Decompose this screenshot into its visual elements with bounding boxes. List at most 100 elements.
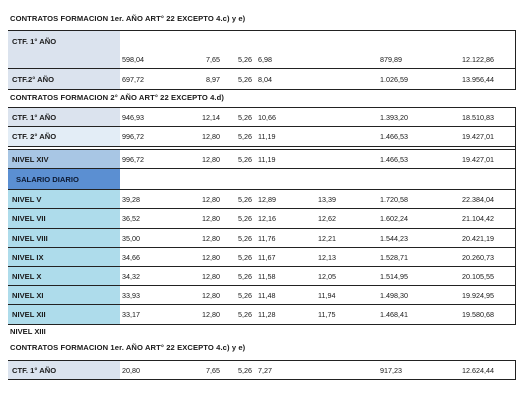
cell-value: 10,66 [258,112,276,122]
cell-value: 1.602,24 [380,214,408,223]
cell-value: 34,32 [122,271,140,281]
table-row: NIVEL XII 33,17 12,80 5,26 11,28 11,75 1… [8,305,516,325]
cell-value: 11,75 [318,310,336,319]
row-label: NIVEL V [8,190,120,208]
cell-value: 12,80 [202,271,220,281]
section-title-3: CONTRATOS FORMACION 1er. AÑO ART° 22 EXC… [10,343,246,352]
table-row: NIVEL V 39,28 12,80 5,26 12,89 13,39 1.7… [8,189,516,209]
cell-value: 19.427,01 [462,132,494,141]
cell-value: 946,93 [122,112,144,122]
row-label: CTF. 1° AÑO [8,108,120,126]
cell-value: 1.720,58 [380,194,408,204]
cell-value: 33,93 [122,290,140,300]
cell-value: 12,05 [318,271,336,281]
cell-value: 1.514,95 [380,271,408,281]
table-row: NIVEL X 34,32 12,80 5,26 11,58 12,05 1.5… [8,267,516,286]
cell-value: 18.510,83 [462,112,494,122]
cell-value: 19.427,01 [462,154,494,164]
row-label: NIVEL XIV [8,150,120,168]
cell-value: 12.122,86 [462,55,494,64]
cell-value: 11,19 [258,132,276,141]
cell-value: 5,26 [238,290,252,300]
table-row: CTF. 1° AÑO 20,80 7,65 5,26 7,27 917,23 … [8,360,516,380]
cell-value: 11,19 [258,154,276,164]
cell-value: 11,67 [258,252,276,262]
cell-value: 12,80 [202,154,220,164]
cell-value: 11,48 [258,290,276,300]
cell-value: 12,14 [202,112,220,122]
cell-value: 12,21 [318,233,336,243]
cell-value: 7,65 [206,365,220,375]
cell-value: 20.421,19 [462,233,494,243]
cell-value: 12,89 [258,194,276,204]
cell-value: 1.393,20 [380,112,408,122]
cell-value: 5,26 [238,112,252,122]
cell-value: 5,26 [238,214,252,223]
table-row: NIVEL IX 34,66 12,80 5,26 11,67 12,13 1.… [8,248,516,267]
cell-value: 5,26 [238,154,252,164]
row-label: SALARIO DIARIO [8,169,120,189]
row-label: CTF. 2° AÑO [8,127,120,146]
cell-value: 5,26 [238,233,252,243]
cell-value: 1.026,59 [380,74,408,84]
cell-value: 5,26 [238,310,252,319]
row-label: NIVEL VIII [8,229,120,247]
cell-value: 1.528,71 [380,252,408,262]
cell-value: 34,66 [122,252,140,262]
row-label: CTF.2° AÑO [8,69,120,89]
cell-value: 1.468,41 [380,310,408,319]
cell-value: 996,72 [122,132,144,141]
cell-value: 5,26 [238,252,252,262]
cell-value: 917,23 [380,365,402,375]
row-label: CTF. 1° AÑO [8,361,120,379]
cell-value: 12,13 [318,252,336,262]
table-row: 598,04 7,65 5,26 6,98 879,89 12.122,86 [8,51,516,69]
cell-value: 12,16 [258,214,276,223]
cell-value: 5,26 [238,74,252,84]
cell-value: 11,94 [318,290,336,300]
cell-value: 7,27 [258,365,272,375]
cell-value: 33,17 [122,310,140,319]
cell-value: 1.498,30 [380,290,408,300]
table-row: NIVEL XIV 996,72 12,80 5,26 11,19 1.466,… [8,149,516,169]
cell-value: 19.924,95 [462,290,494,300]
cell-value: 20,80 [122,365,140,375]
cell-value: 11,58 [258,271,276,281]
cell-value: 12,80 [202,290,220,300]
cell-value: 12,80 [202,310,220,319]
row-label: NIVEL VII [8,209,120,228]
row-label [8,51,120,68]
cell-value: 1.466,53 [380,154,408,164]
cell-value: 13,39 [318,194,336,204]
table-row: SALARIO DIARIO [8,169,516,189]
table-row: CTF. 2° AÑO 996,72 12,80 5,26 11,19 1.46… [8,127,516,147]
cell-value: 12,62 [318,214,336,223]
cell-value: 5,26 [238,271,252,281]
row-label: CTF. 1° AÑO [8,31,120,51]
cell-value: 22.384,04 [462,194,494,204]
cell-value: 21.104,42 [462,214,494,223]
table-border [515,360,516,380]
table-row: CTF.2° AÑO 697,72 8,97 5,26 8,04 1.026,5… [8,69,516,90]
cell-value: 12.624,44 [462,365,494,375]
cell-value: 12,80 [202,252,220,262]
section-title-1: CONTRATOS FORMACION 1er. AÑO ART° 22 EXC… [10,14,246,23]
cell-value: 39,28 [122,194,140,204]
table-border [515,107,516,325]
row-label: NIVEL XII [8,305,120,324]
cell-value: 11,28 [258,310,276,319]
cell-value: 20.260,73 [462,252,494,262]
cell-value: 36,52 [122,214,140,223]
section-title-2: CONTRATOS FORMACION 2° AÑO ART° 22 EXCEP… [10,93,224,102]
cell-value: 12,80 [202,214,220,223]
cell-value: 5,26 [238,55,252,64]
cell-value: 7,65 [206,55,220,64]
cell-value: 5,26 [238,132,252,141]
cell-value: 1.544,23 [380,233,408,243]
cell-value: 1.466,53 [380,132,408,141]
cell-value: 5,26 [238,365,252,375]
row-label: NIVEL X [8,267,120,285]
cell-value: 20.105,55 [462,271,494,281]
cell-value: 6,98 [258,55,272,64]
cell-value: 8,04 [258,74,272,84]
